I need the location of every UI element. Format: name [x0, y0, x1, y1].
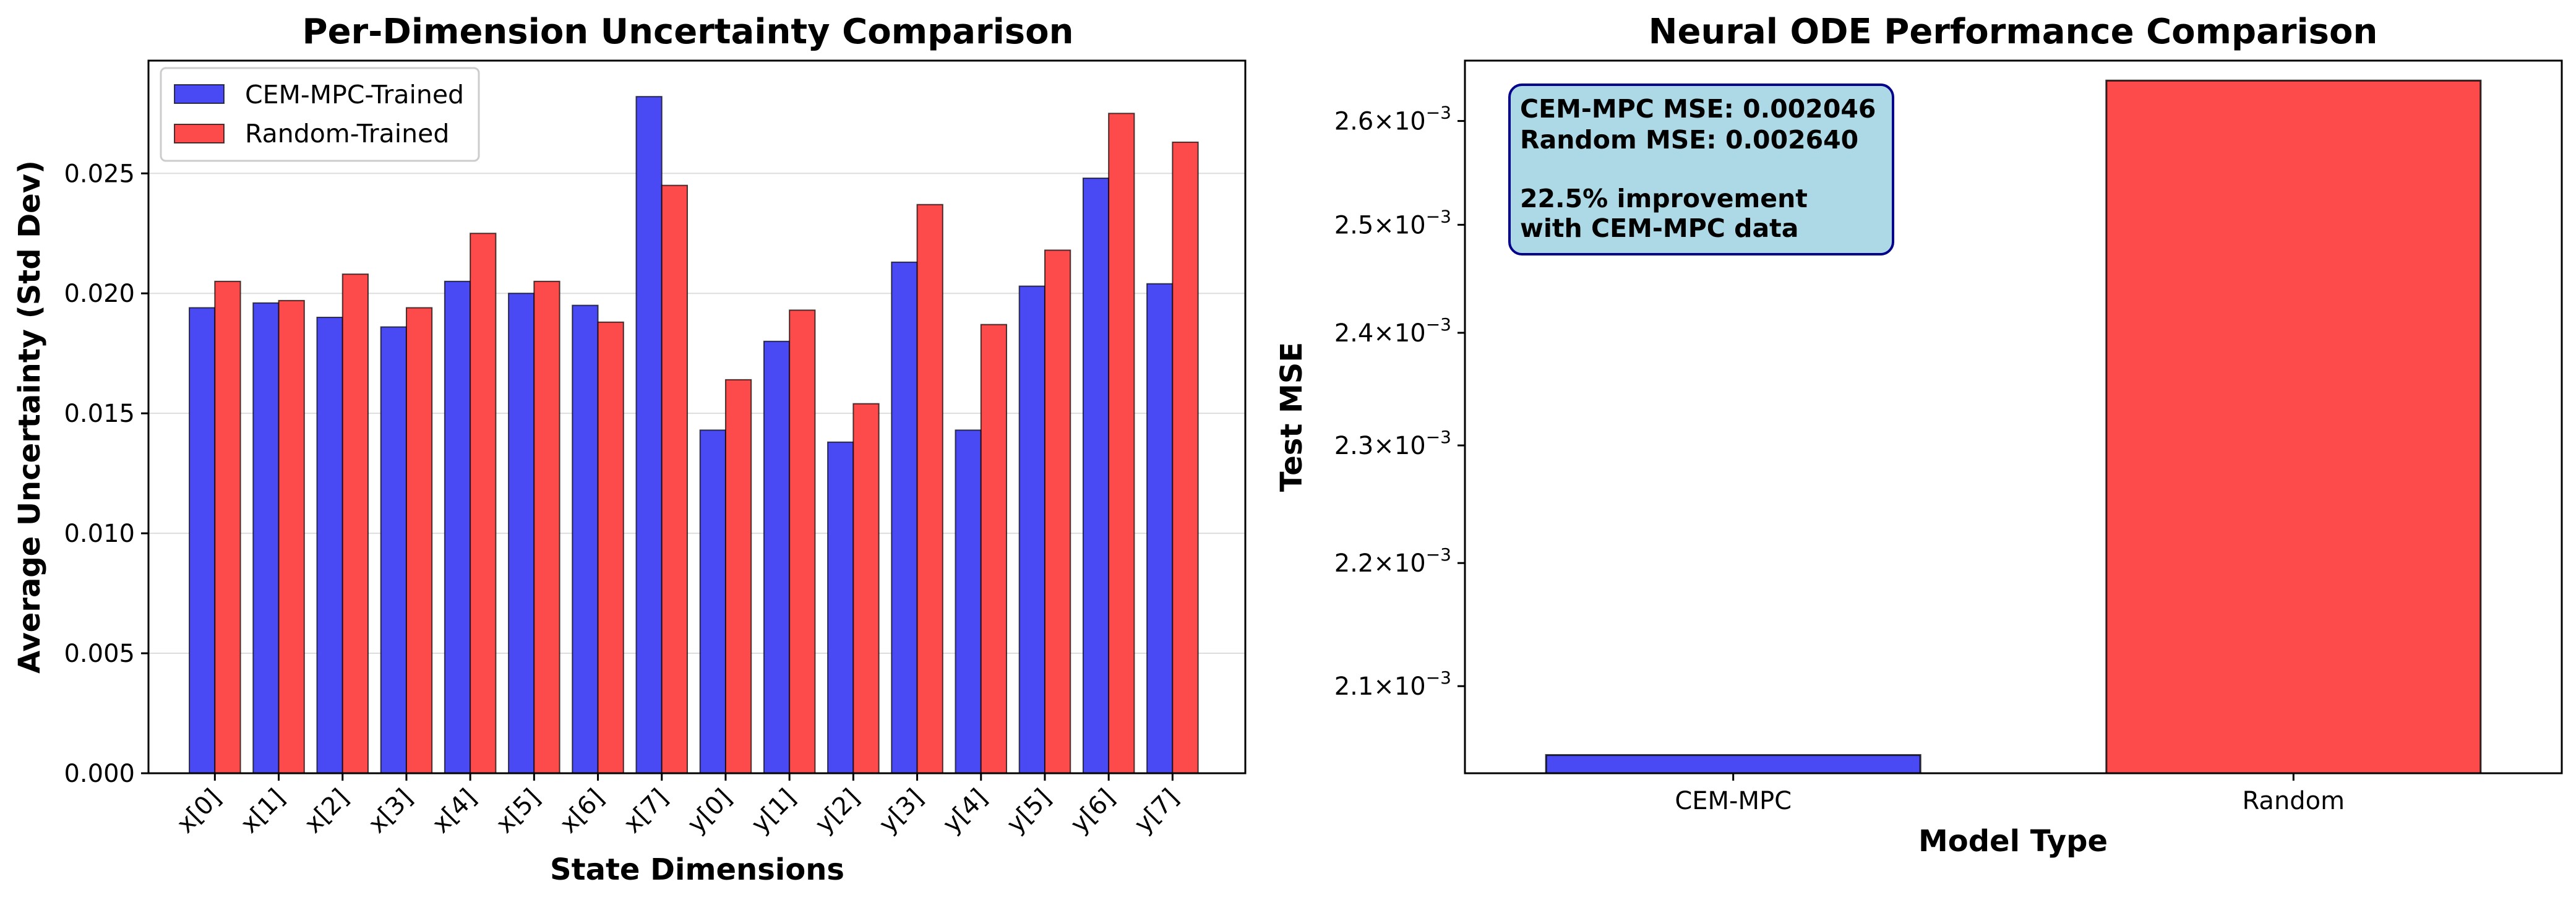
bar-cem-mpc — [572, 304, 599, 774]
chart1-y-label: Average Uncertainty (Std Dev) — [12, 160, 47, 674]
y-tick-label: 2.2×10−3 — [1334, 544, 1451, 578]
chart1-plot-frame — [147, 59, 1247, 774]
bar-cem-mpc — [699, 429, 726, 774]
y-tick-label: 0.005 — [64, 640, 135, 668]
bar-random — [1172, 141, 1199, 774]
y-tick-label: 0.010 — [64, 520, 135, 548]
annotation-box — [1508, 84, 1894, 255]
bar-cem-mpc — [444, 280, 471, 774]
legend-swatch-random — [174, 124, 225, 144]
y-tick-label: 0.000 — [64, 760, 135, 788]
bar-cem-mpc — [316, 317, 343, 774]
chart1-y-axis: 0.000 0.005 0.010 0.015 0.020 0.025 — [64, 160, 148, 788]
bar-cem-mpc — [763, 340, 791, 774]
bar-random — [405, 307, 433, 774]
annotation-line-4: 22.5% improvement — [1520, 184, 1808, 213]
bar-cem-mpc — [955, 429, 982, 774]
chart2-title: Neural ODE Performance Comparison — [1649, 12, 2378, 52]
y-tick-label: 2.1×10−3 — [1334, 667, 1451, 701]
bar-random — [980, 324, 1008, 774]
bar-cem-mpc-mse — [1545, 754, 1921, 774]
bar-random — [278, 299, 305, 774]
annotation-line-1: CEM-MPC MSE: 0.002046 — [1520, 94, 1876, 124]
bar-cem-mpc — [635, 96, 663, 774]
chart2-x-axis: CEM-MPC Random — [1675, 773, 2345, 815]
chart2-x-label: Model Type — [1918, 824, 2108, 859]
bar-random — [341, 273, 369, 774]
chart2-plot-frame — [1464, 59, 2563, 774]
bar-random — [470, 233, 497, 774]
x-tick-label: CEM-MPC — [1675, 787, 1792, 815]
mse-chart: Neural ODE Performance Comparison 2.1×10… — [1274, 12, 2563, 859]
bar-random — [724, 379, 752, 774]
bar-cem-mpc — [1146, 283, 1174, 774]
y-tick-label: 0.015 — [64, 400, 135, 428]
bar-cem-mpc — [1018, 285, 1045, 774]
chart2-bars — [1545, 79, 2482, 774]
improvement-annotation: CEM-MPC MSE: 0.002046 Random MSE: 0.0026… — [1508, 84, 1894, 255]
bar-random — [533, 280, 560, 774]
bar-random-mse — [2105, 79, 2482, 774]
bar-random — [789, 309, 816, 774]
bar-random — [661, 184, 689, 774]
bar-random — [916, 204, 943, 774]
y-tick-label: 2.3×10−3 — [1334, 427, 1451, 460]
legend-swatch-cem-mpc — [174, 84, 225, 104]
bar-cem-mpc — [189, 307, 216, 774]
legend-label-random: Random-Trained — [245, 119, 449, 148]
chart1-title: Per-Dimension Uncertainty Comparison — [303, 12, 1074, 52]
annotation-line-5: with CEM-MPC data — [1520, 213, 1798, 243]
y-tick-label: 2.5×10−3 — [1334, 206, 1451, 239]
bar-random — [852, 403, 880, 774]
legend-frame — [160, 67, 480, 162]
legend-label-cem-mpc: CEM-MPC-Trained — [245, 80, 464, 109]
chart1-x-label: State Dimensions — [550, 852, 844, 887]
bar-cem-mpc — [891, 261, 918, 774]
bar-cem-mpc — [827, 441, 854, 774]
bar-cem-mpc — [508, 293, 535, 774]
y-tick-label: 2.6×10−3 — [1334, 103, 1451, 136]
bar-cem-mpc — [1082, 178, 1110, 774]
chart2-y-label: Test MSE — [1274, 342, 1309, 492]
y-tick-label: 0.025 — [64, 160, 135, 188]
uncertainty-chart: Per-Dimension Uncertainty Comparison 0.0… — [12, 12, 1247, 887]
y-tick-label: 2.4×10−3 — [1334, 314, 1451, 348]
chart1-legend: CEM-MPC-Trained Random-Trained — [160, 67, 480, 162]
y-tick-label: 0.020 — [64, 280, 135, 308]
bar-random — [597, 321, 624, 774]
bar-cem-mpc — [380, 326, 407, 774]
chart2-y-axis: 2.1×10−3 2.2×10−3 2.3×10−3 2.4×10−3 2.5×10−3… — [1334, 103, 1465, 701]
annotation-line-2: Random MSE: 0.002640 — [1520, 125, 1858, 155]
bar-random — [214, 280, 241, 774]
chart1-bars — [189, 96, 1199, 774]
bar-random — [1044, 249, 1071, 774]
x-tick-label: Random — [2243, 787, 2345, 815]
bar-cem-mpc — [252, 302, 280, 774]
bar-random — [1108, 113, 1135, 774]
